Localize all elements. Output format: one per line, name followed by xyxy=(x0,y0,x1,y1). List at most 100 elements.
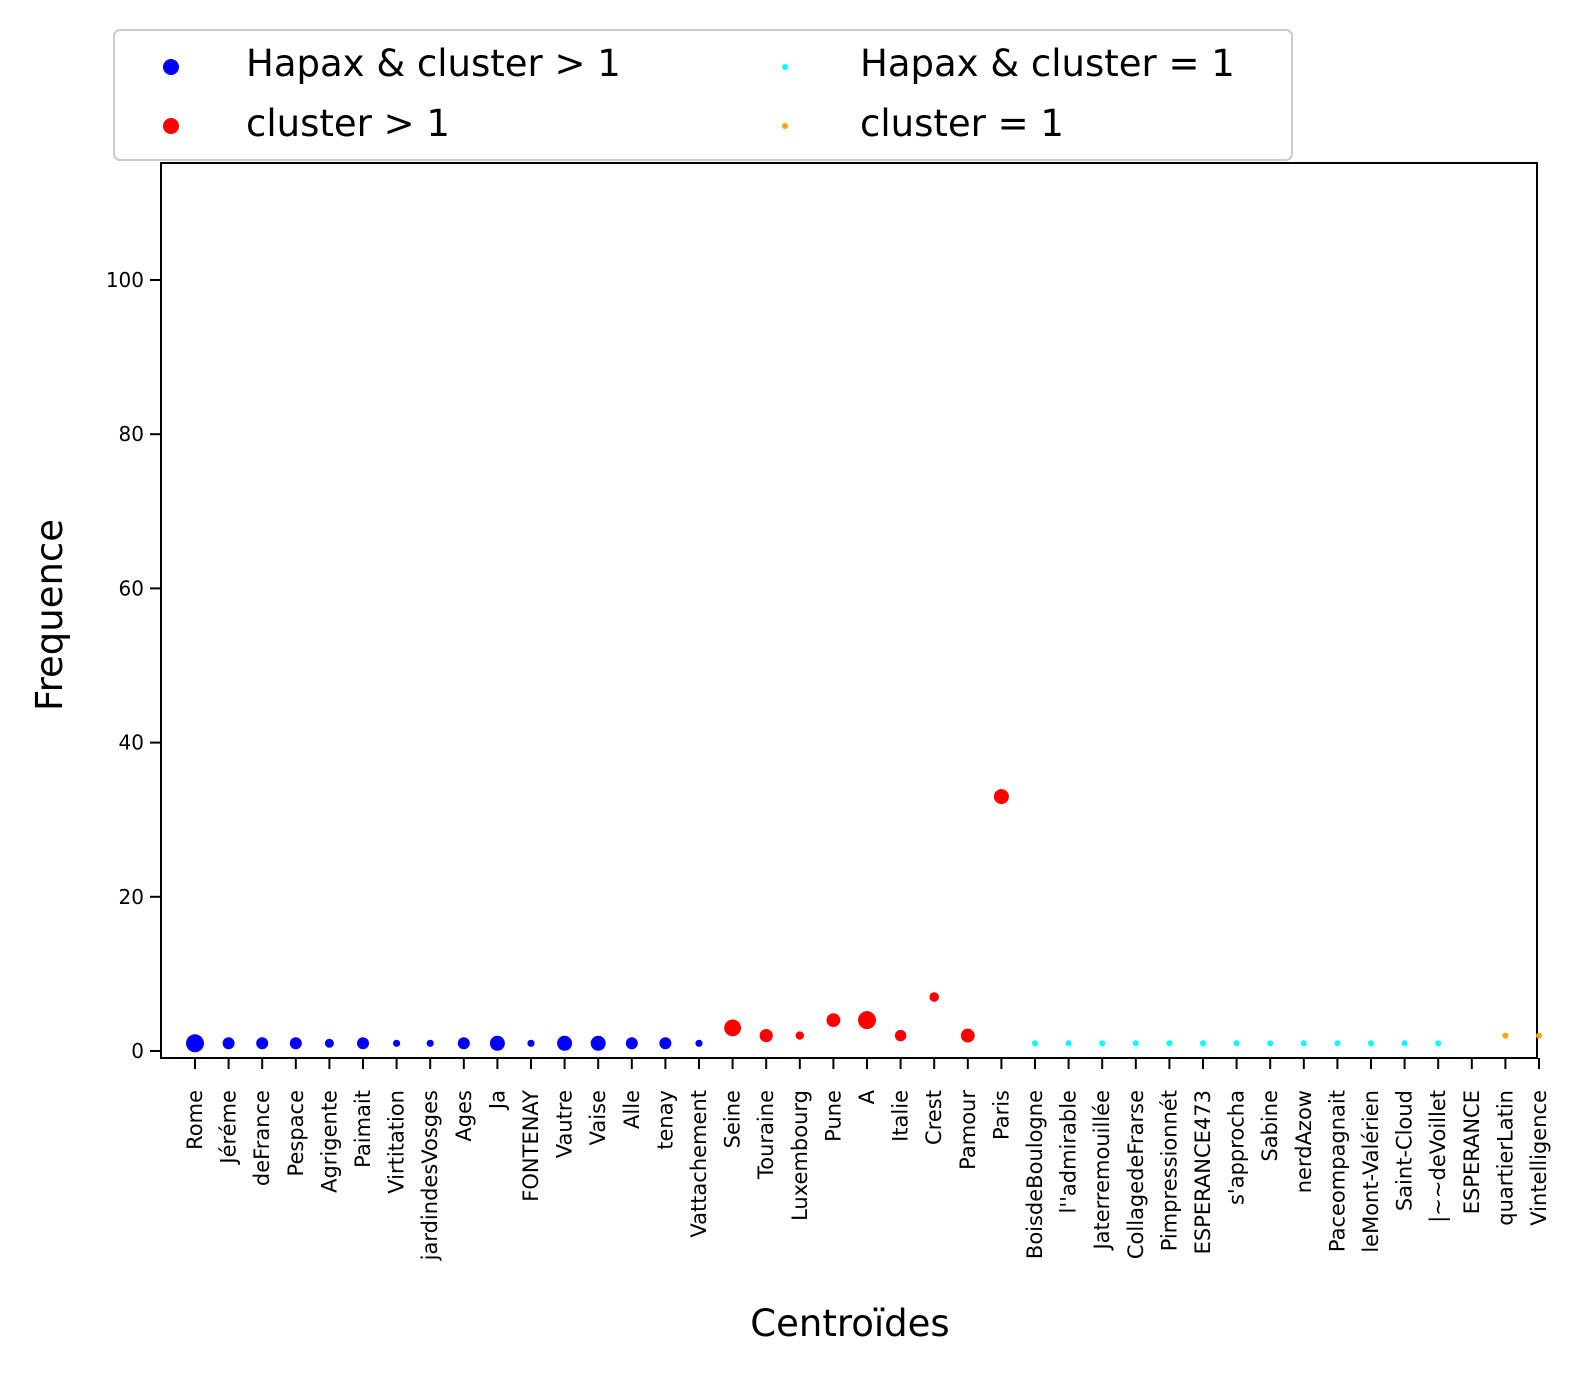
y-axis-label: Frequence xyxy=(28,519,71,711)
data-point-s0-2 xyxy=(256,1037,269,1050)
data-point-s2-11 xyxy=(1401,1040,1408,1047)
data-point-s1-2 xyxy=(795,1031,804,1040)
x-tick-label: Pimpressionnét xyxy=(1157,1090,1181,1251)
data-point-s0-1 xyxy=(222,1037,235,1050)
x-tick-label: Jaterremouillée xyxy=(1090,1090,1114,1252)
data-point-s1-5 xyxy=(894,1029,907,1042)
data-point-s1-7 xyxy=(960,1028,975,1043)
x-tick-label: Paimait xyxy=(351,1090,375,1168)
data-point-s2-12 xyxy=(1435,1040,1442,1047)
legend-frame xyxy=(113,29,1293,161)
data-points xyxy=(186,789,1542,1053)
x-tick-label: Pune xyxy=(821,1090,845,1142)
x-tick-label: nerdAzow xyxy=(1292,1090,1316,1193)
x-tick-label: jardindesVosges xyxy=(418,1090,442,1261)
x-tick-label: Jéréme xyxy=(217,1090,241,1166)
x-tick-label: CollagedeFrarse xyxy=(1124,1090,1148,1259)
data-point-s0-14 xyxy=(659,1037,672,1050)
legend-marker xyxy=(163,59,179,75)
data-point-s3-1 xyxy=(1536,1032,1542,1039)
legend-entry-3: cluster = 1 xyxy=(782,102,1064,145)
data-point-s0-7 xyxy=(426,1039,434,1047)
legend-label: cluster > 1 xyxy=(246,102,450,145)
x-tick-label: Ages xyxy=(452,1090,476,1142)
y-tick-label: 60 xyxy=(119,576,144,600)
data-point-s0-6 xyxy=(393,1039,401,1047)
legend-marker xyxy=(782,64,788,70)
x-axis: Rome Jéréme deFrance Pespace Agrigente Paimai… xyxy=(183,1058,1551,1261)
x-tick-label: Pamour xyxy=(956,1090,980,1170)
x-tick-label: ESPERANCE xyxy=(1460,1090,1484,1214)
legend-label: cluster = 1 xyxy=(860,102,1064,145)
x-tick-label: Alle xyxy=(620,1090,644,1129)
data-point-s0-15 xyxy=(695,1039,703,1047)
x-tick-label: Vautre xyxy=(553,1090,577,1158)
data-point-s3-0 xyxy=(1502,1032,1509,1039)
data-point-s1-8 xyxy=(993,789,1009,805)
data-point-s0-12 xyxy=(590,1035,606,1051)
y-tick-label: 20 xyxy=(119,885,144,909)
data-point-s2-3 xyxy=(1132,1040,1139,1047)
x-tick-label: Seine xyxy=(721,1090,745,1148)
data-point-s0-4 xyxy=(324,1038,334,1048)
x-tick-label: l''admirable xyxy=(1057,1090,1081,1213)
data-point-s0-3 xyxy=(289,1037,302,1050)
y-tick-label: 40 xyxy=(119,731,144,755)
x-tick-label: Rome xyxy=(183,1090,207,1150)
x-tick-label: Vaise xyxy=(586,1090,610,1145)
data-point-s2-9 xyxy=(1334,1040,1341,1047)
data-point-s2-10 xyxy=(1368,1040,1374,1047)
x-tick-label: deFrance xyxy=(250,1090,274,1186)
x-tick-label: BoisdeBoulogne xyxy=(1023,1090,1047,1259)
y-tick-label: 100 xyxy=(106,268,144,292)
y-axis: 0 20 40 60 80 100 xyxy=(106,268,161,1063)
data-point-s2-8 xyxy=(1300,1040,1307,1047)
data-point-s1-4 xyxy=(858,1011,876,1030)
x-tick-label: Virtitation xyxy=(385,1090,409,1194)
legend-label: Hapax & cluster = 1 xyxy=(860,42,1235,85)
data-point-s0-0 xyxy=(186,1034,204,1053)
data-point-s1-6 xyxy=(929,992,939,1002)
data-point-s1-3 xyxy=(826,1013,841,1028)
data-point-s0-13 xyxy=(625,1037,638,1050)
x-tick-label: Crest xyxy=(922,1090,946,1145)
x-tick-label: Paris xyxy=(989,1090,1013,1140)
data-point-s2-7 xyxy=(1267,1040,1274,1047)
y-tick-label: 0 xyxy=(131,1039,144,1063)
x-tick-label: A xyxy=(855,1089,879,1104)
legend-label: Hapax & cluster > 1 xyxy=(246,42,621,85)
x-tick-label: Vintelligence xyxy=(1527,1090,1551,1226)
x-tick-label: FONTENAY xyxy=(519,1090,543,1202)
x-tick-label: quartierLatin xyxy=(1493,1090,1517,1226)
y-tick-label: 80 xyxy=(119,422,144,446)
legend-marker xyxy=(163,118,179,134)
x-tick-label: Agrigente xyxy=(317,1090,341,1193)
data-point-s2-1 xyxy=(1065,1040,1072,1047)
data-point-s1-0 xyxy=(724,1019,741,1037)
x-tick-label: Ja xyxy=(485,1090,509,1111)
legend-entry-1: cluster > 1 xyxy=(163,102,450,145)
data-point-s2-2 xyxy=(1099,1040,1106,1047)
x-tick-label: Italie xyxy=(889,1090,913,1142)
data-point-s0-5 xyxy=(357,1037,369,1050)
plot-area-frame xyxy=(160,162,1538,1059)
data-point-s2-4 xyxy=(1166,1040,1173,1047)
x-axis-label: Centroïdes xyxy=(750,1302,949,1345)
x-tick-label: Paceompagnait xyxy=(1325,1090,1349,1252)
x-tick-label: leMont-Valérien xyxy=(1359,1090,1383,1253)
legend-entry-0: Hapax & cluster > 1 xyxy=(163,42,621,85)
data-point-s0-11 xyxy=(557,1035,573,1051)
x-tick-label: Saint-Cloud xyxy=(1393,1090,1417,1211)
x-tick-label: Luxembourg xyxy=(788,1090,812,1221)
data-point-s1-1 xyxy=(759,1028,773,1043)
x-tick-label: tenay xyxy=(653,1090,677,1150)
legend-marker xyxy=(782,123,788,129)
legend-entry-2: Hapax & cluster = 1 xyxy=(782,42,1235,85)
data-point-s0-10 xyxy=(527,1039,535,1047)
data-point-s2-6 xyxy=(1233,1040,1240,1047)
x-tick-label: |~~deVoillet xyxy=(1426,1090,1451,1223)
x-tick-label: ESPERANCE473 xyxy=(1191,1090,1215,1254)
x-tick-label: s'approcha xyxy=(1225,1090,1249,1205)
